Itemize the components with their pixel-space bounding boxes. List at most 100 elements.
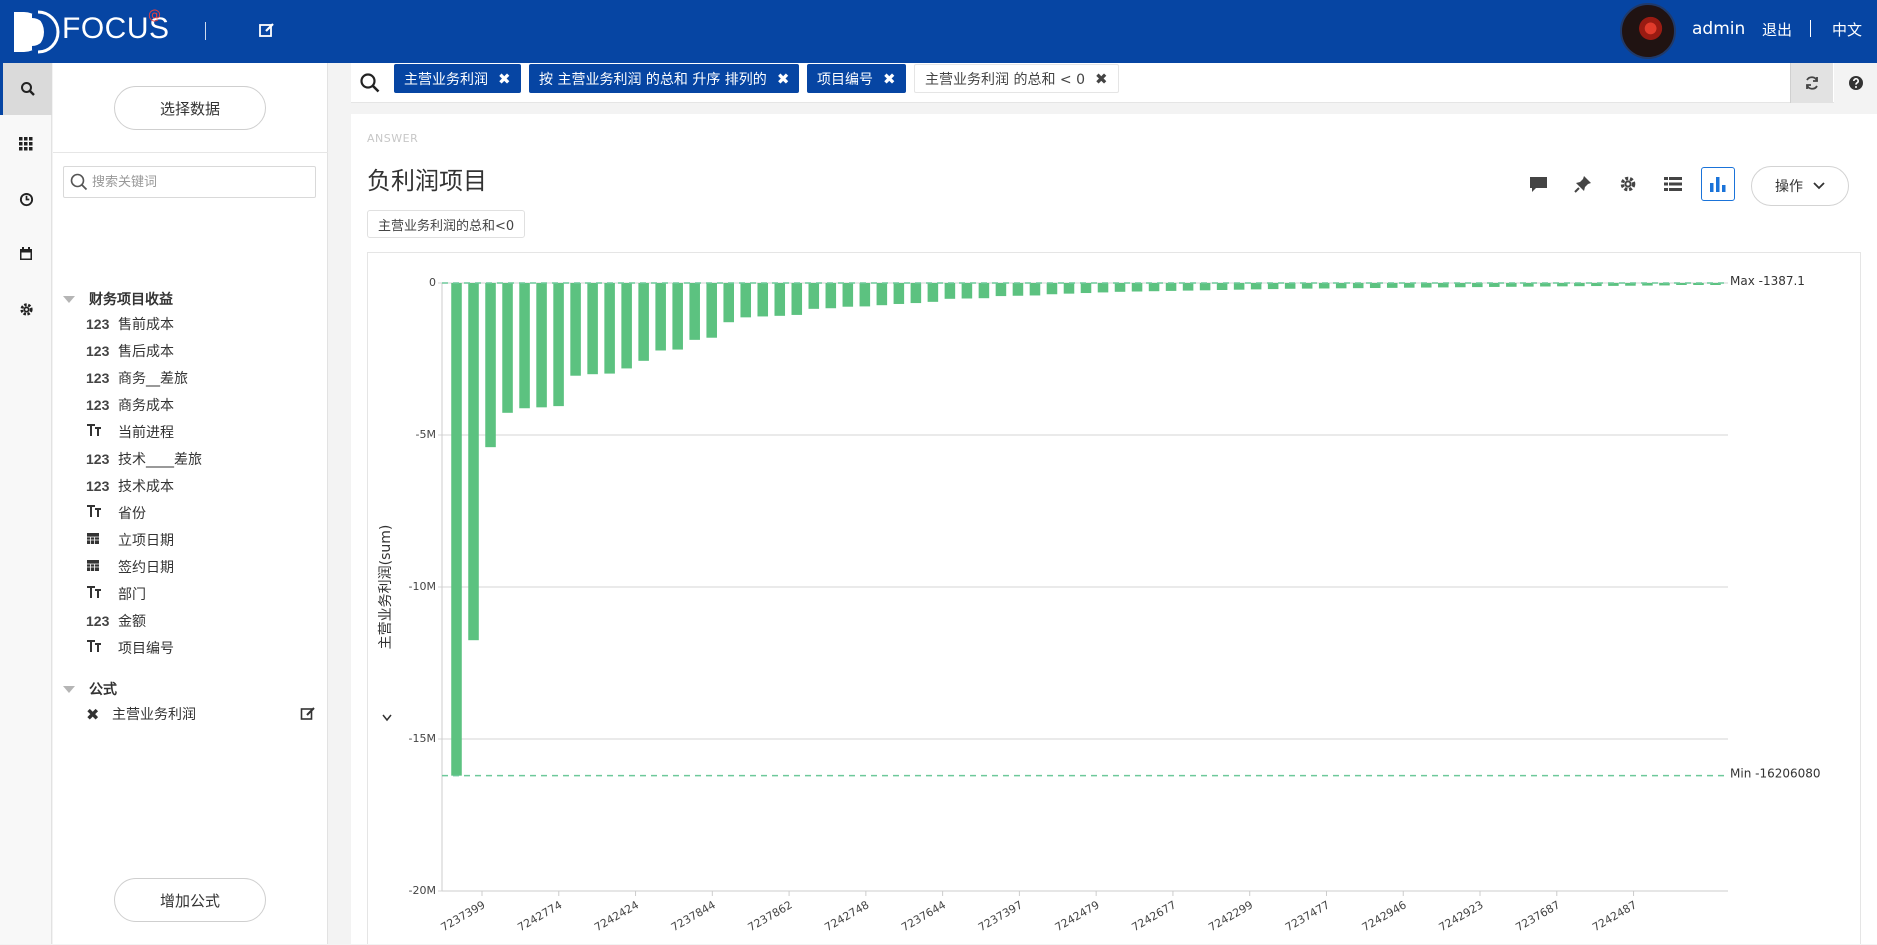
bar[interactable]: [553, 283, 564, 407]
close-icon[interactable]: ✖: [883, 69, 896, 88]
bar[interactable]: [1318, 283, 1330, 289]
bar[interactable]: [1659, 283, 1670, 286]
field-item[interactable]: 部门: [86, 583, 146, 605]
bar[interactable]: [1046, 283, 1058, 295]
group-header-finance[interactable]: 财务项目收益: [63, 289, 173, 309]
bar[interactable]: [1182, 283, 1194, 291]
bar[interactable]: [808, 283, 820, 309]
group-header-formula[interactable]: 公式: [63, 679, 117, 699]
bar[interactable]: [1335, 283, 1347, 289]
bar[interactable]: [1710, 283, 1721, 285]
bar[interactable]: [1489, 283, 1500, 287]
bar[interactable]: [1506, 283, 1517, 287]
bar[interactable]: [1233, 283, 1245, 290]
bar[interactable]: [1284, 283, 1296, 289]
bar[interactable]: [621, 283, 632, 369]
search-token[interactable]: 项目编号 ✖: [807, 64, 906, 93]
field-item[interactable]: 123 技术____差旅: [86, 448, 202, 470]
bar[interactable]: [1131, 283, 1143, 292]
bar[interactable]: [1029, 283, 1041, 296]
nav-history[interactable]: [0, 173, 52, 225]
field-item[interactable]: 123 售前成本: [86, 313, 174, 335]
refresh-button[interactable]: [1790, 63, 1833, 103]
nav-calendar[interactable]: [0, 228, 52, 280]
search-token[interactable]: 主营业务利润 的总和 < 0 ✖: [914, 64, 1119, 93]
bar[interactable]: [655, 283, 666, 351]
bar[interactable]: [740, 283, 752, 318]
edit-icon[interactable]: [300, 706, 316, 722]
bar[interactable]: [944, 283, 956, 299]
bar[interactable]: [1523, 283, 1534, 287]
chevron-down-icon[interactable]: [382, 714, 392, 722]
keyword-search[interactable]: [63, 166, 316, 198]
bar[interactable]: [1676, 283, 1687, 285]
bar[interactable]: [1540, 283, 1551, 287]
bar[interactable]: [604, 283, 615, 374]
username[interactable]: admin: [1692, 19, 1746, 39]
bar[interactable]: [1472, 283, 1483, 288]
filter-chip[interactable]: 主营业务利润的总和<0: [367, 210, 526, 238]
bar[interactable]: [1455, 283, 1466, 288]
bar[interactable]: [1012, 283, 1024, 296]
field-item[interactable]: 签约日期: [86, 556, 174, 578]
field-item[interactable]: 123 技术成本: [86, 475, 174, 497]
bar[interactable]: [536, 283, 547, 408]
operations-dropdown[interactable]: 操作: [1751, 166, 1849, 206]
bar[interactable]: [1352, 283, 1364, 289]
bar[interactable]: [825, 283, 837, 309]
bar[interactable]: [723, 283, 734, 323]
formula-item[interactable]: ✖ 主营业务利润: [86, 703, 316, 725]
nav-settings[interactable]: [0, 283, 52, 335]
field-item[interactable]: 立项日期: [86, 529, 174, 551]
page-title[interactable]: 负利润项目: [367, 167, 487, 195]
bar[interactable]: [1369, 283, 1381, 289]
help-button[interactable]: [1834, 63, 1877, 103]
field-item[interactable]: 123 商务成本: [86, 394, 174, 416]
settings-button[interactable]: [1611, 167, 1645, 201]
bar[interactable]: [1438, 283, 1449, 288]
bar[interactable]: [876, 283, 888, 306]
field-item[interactable]: 项目编号: [86, 637, 174, 659]
close-icon[interactable]: ✖: [498, 69, 511, 88]
chart-view-button[interactable]: [1701, 167, 1735, 201]
nav-dashboard[interactable]: [0, 118, 52, 170]
bar[interactable]: [927, 283, 939, 302]
close-icon[interactable]: ✖: [776, 69, 790, 88]
field-item[interactable]: 123 售后成本: [86, 340, 174, 362]
bar[interactable]: [502, 283, 513, 413]
comment-button[interactable]: [1521, 167, 1555, 201]
bar[interactable]: [893, 283, 905, 304]
select-data-button[interactable]: 选择数据: [114, 86, 266, 130]
bar[interactable]: [757, 283, 769, 317]
search-token[interactable]: 按 主营业务利润 的总和 升序 排列的 ✖: [529, 64, 800, 93]
bar[interactable]: [1557, 283, 1568, 287]
avatar[interactable]: [1620, 3, 1676, 59]
pin-button[interactable]: [1566, 167, 1600, 201]
field-item[interactable]: 123 金额: [86, 610, 146, 632]
bar[interactable]: [1386, 283, 1398, 288]
field-item[interactable]: 123 商务__差旅: [86, 367, 188, 389]
bar[interactable]: [1574, 283, 1585, 287]
bar[interactable]: [587, 283, 598, 375]
bar[interactable]: [1250, 283, 1262, 290]
bar[interactable]: [519, 283, 530, 409]
bar[interactable]: [1148, 283, 1160, 292]
bar[interactable]: [791, 283, 803, 315]
bar[interactable]: [995, 283, 1007, 297]
add-formula-button[interactable]: 增加公式: [114, 878, 266, 922]
bar-chart[interactable]: 0 -5M -10M -15M -20M 主营业务利润(sum) Max -1387.1 Mi…: [368, 253, 1862, 945]
bar[interactable]: [468, 283, 479, 641]
bar[interactable]: [672, 283, 683, 350]
bar[interactable]: [961, 283, 973, 299]
bar[interactable]: [1114, 283, 1126, 292]
bar[interactable]: [689, 283, 700, 340]
search-token[interactable]: 主营业务利润 ✖: [394, 64, 521, 93]
bar[interactable]: [842, 283, 854, 307]
nav-search[interactable]: [0, 63, 52, 115]
bar[interactable]: [570, 283, 581, 376]
bar[interactable]: [638, 283, 649, 361]
language-switch[interactable]: 中文: [1832, 21, 1863, 39]
bar[interactable]: [1608, 283, 1619, 286]
bar[interactable]: [451, 283, 462, 776]
search-icon[interactable]: [359, 72, 381, 94]
